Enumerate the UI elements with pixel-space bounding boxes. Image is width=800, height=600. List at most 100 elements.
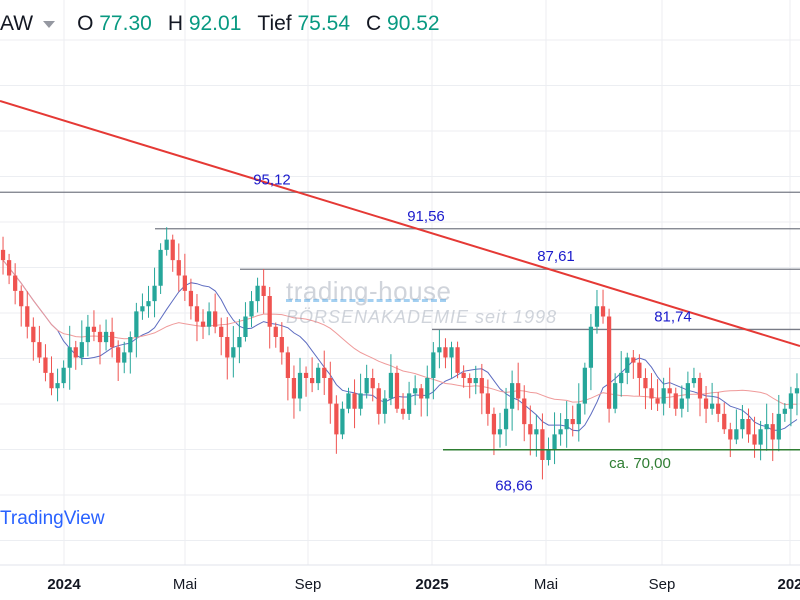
candle xyxy=(322,350,327,395)
candle-body xyxy=(697,378,703,399)
candle-body xyxy=(746,419,751,435)
candle-body xyxy=(146,301,151,307)
candle xyxy=(491,407,497,456)
candle-body xyxy=(794,388,800,394)
candle-body xyxy=(497,429,503,435)
candle xyxy=(697,372,703,417)
candle-body xyxy=(243,316,248,337)
candle xyxy=(516,362,521,411)
x-axis: 2024 Mai Sep 2025 Mai Sep 202 xyxy=(0,564,800,593)
candle xyxy=(734,409,739,445)
candle-body xyxy=(303,372,309,378)
candle-body xyxy=(503,408,509,430)
candle xyxy=(510,370,515,431)
candle xyxy=(43,344,48,382)
candle-body xyxy=(206,311,212,327)
candle xyxy=(67,325,72,390)
candle-body xyxy=(364,378,369,394)
candle xyxy=(740,404,745,439)
candle xyxy=(443,338,448,369)
candle-body xyxy=(679,398,684,409)
candle xyxy=(794,373,800,416)
candle-body xyxy=(176,260,181,276)
candle xyxy=(19,285,24,327)
candle-body xyxy=(691,378,697,384)
candle xyxy=(758,420,763,461)
candle xyxy=(261,268,266,314)
candle-body xyxy=(534,429,539,435)
candle xyxy=(85,314,90,357)
candle xyxy=(122,341,127,374)
ma-blue-line xyxy=(2,259,798,432)
candle xyxy=(431,342,436,400)
candle-body xyxy=(140,306,145,312)
candle-body xyxy=(473,378,478,384)
high-value: 92.01 xyxy=(188,12,242,35)
candle-body xyxy=(170,239,175,261)
candle xyxy=(558,413,563,446)
candle xyxy=(667,367,672,408)
candle xyxy=(770,412,775,462)
candle-body xyxy=(158,249,163,286)
candle xyxy=(540,413,545,480)
candle xyxy=(479,363,484,415)
candle xyxy=(570,405,575,437)
candle xyxy=(746,408,751,443)
candle-body xyxy=(394,372,400,409)
candle xyxy=(588,314,594,391)
candle xyxy=(346,387,351,414)
symbol-label[interactable]: AW xyxy=(0,12,34,35)
candle-body xyxy=(734,429,739,440)
candle-body xyxy=(219,326,224,337)
candle xyxy=(0,236,6,275)
tradingview-logo[interactable]: TradingView xyxy=(0,508,105,529)
candle-body xyxy=(49,372,54,389)
candle-body xyxy=(134,311,139,337)
chevron-down-icon[interactable] xyxy=(43,20,56,28)
candle-body xyxy=(722,413,727,430)
candle-body xyxy=(516,383,521,399)
candle-body xyxy=(237,337,242,348)
candle-body xyxy=(455,347,460,373)
candle-body xyxy=(667,388,672,394)
candle-body xyxy=(510,383,515,409)
candle-body xyxy=(655,398,660,404)
low-value: 75.54 xyxy=(297,12,351,35)
candle-body xyxy=(110,331,115,348)
candle xyxy=(116,340,121,381)
candle-body xyxy=(540,429,545,460)
resistance-level-label: 87,61 xyxy=(537,248,575,265)
candle xyxy=(97,324,103,365)
candle xyxy=(25,291,30,339)
low-label: Tief xyxy=(257,12,292,35)
candle-body xyxy=(546,449,551,460)
candle xyxy=(91,310,97,342)
candle-body xyxy=(625,357,630,373)
candle-body xyxy=(419,388,424,399)
candle xyxy=(625,352,630,385)
candle xyxy=(710,382,715,415)
candle xyxy=(291,365,297,419)
candle-body xyxy=(273,326,278,337)
candles xyxy=(0,227,800,480)
candle xyxy=(297,357,303,412)
candle-body xyxy=(491,413,497,435)
candle-body xyxy=(85,326,90,343)
candle-body xyxy=(558,429,563,435)
candle xyxy=(358,373,363,416)
candle xyxy=(661,377,666,416)
candle-body xyxy=(758,429,763,445)
candle-body xyxy=(213,311,218,327)
candle xyxy=(49,356,54,396)
open-value: 77.30 xyxy=(99,12,152,35)
candle xyxy=(437,329,442,369)
candle xyxy=(249,291,254,328)
x-tick-label: 2024 xyxy=(47,576,81,593)
candle-body xyxy=(582,367,587,404)
candle-body xyxy=(43,357,48,373)
candle-body xyxy=(6,260,12,276)
candle-body xyxy=(400,408,406,414)
candle xyxy=(497,412,503,448)
candle xyxy=(310,357,315,393)
